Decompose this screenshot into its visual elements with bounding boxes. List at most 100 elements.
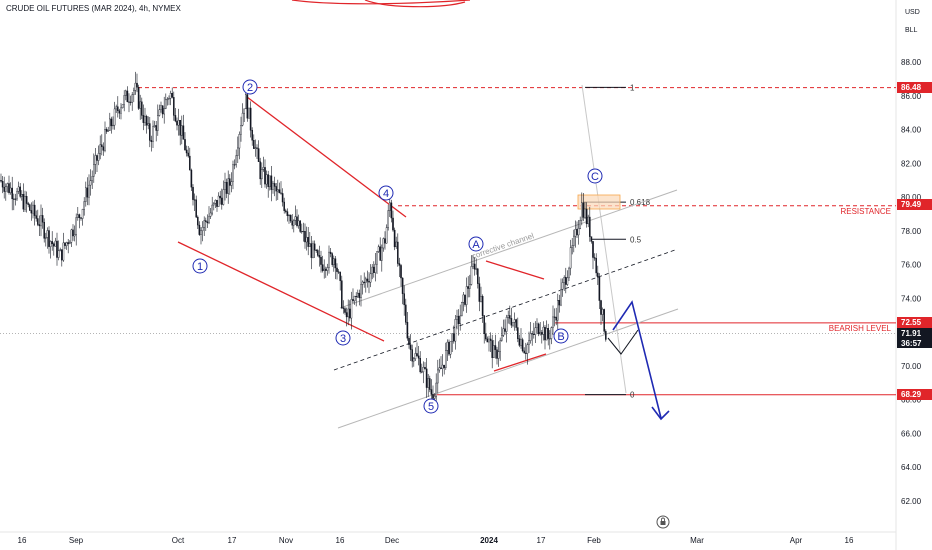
candle	[4, 183, 7, 201]
candle	[163, 96, 166, 124]
candle	[270, 166, 273, 202]
y-tick-label: 64.00	[901, 463, 922, 472]
candle	[21, 190, 23, 201]
candle	[552, 305, 554, 336]
candle	[278, 182, 281, 194]
candle	[304, 223, 306, 249]
candle	[360, 275, 362, 307]
candle	[595, 253, 597, 277]
candle	[257, 140, 260, 162]
candle	[193, 193, 196, 211]
wave-b-marker[interactable]: B	[553, 328, 569, 344]
candle	[176, 117, 178, 131]
impulse-trendlines[interactable]	[177, 96, 547, 372]
x-tick-label: 16	[845, 536, 854, 545]
candle	[65, 241, 68, 250]
candle	[515, 318, 517, 331]
candle	[168, 95, 170, 106]
wave-c-marker[interactable]: C	[587, 168, 603, 184]
candle	[136, 73, 138, 93]
wave-2-marker[interactable]: 2	[242, 79, 258, 95]
price-badge-68-29: 68.29	[897, 389, 932, 400]
candle	[153, 120, 156, 128]
candle	[467, 276, 470, 298]
wave-4-marker[interactable]: 4	[378, 185, 394, 201]
candle	[187, 145, 190, 158]
candle	[390, 199, 393, 223]
candle	[541, 329, 543, 344]
wave-1-marker[interactable]: 1	[192, 258, 208, 274]
candle	[481, 294, 484, 323]
y-tick-label: 66.00	[901, 429, 922, 438]
candle	[419, 351, 422, 374]
candle	[84, 181, 87, 207]
candle	[573, 229, 575, 253]
candle	[277, 179, 279, 200]
candle	[152, 120, 154, 149]
candle	[88, 174, 90, 206]
candle	[0, 173, 2, 183]
candle	[11, 176, 14, 211]
candle	[302, 222, 305, 242]
price-badge-86-48: 86.48	[897, 82, 932, 93]
candle	[67, 238, 69, 254]
candle	[142, 104, 145, 131]
fib-zone-box[interactable]	[577, 194, 621, 210]
candle	[566, 270, 569, 286]
candle	[38, 215, 41, 237]
candle	[172, 91, 175, 121]
candle	[171, 87, 174, 99]
candle	[512, 322, 514, 328]
candle	[320, 250, 322, 273]
candle	[379, 237, 382, 261]
candle	[453, 325, 455, 344]
candle	[478, 276, 481, 312]
candle	[169, 90, 172, 106]
candle	[571, 237, 573, 255]
candle	[124, 89, 127, 101]
unit-label[interactable]: BLL	[905, 27, 918, 34]
candle	[539, 322, 541, 336]
chart-pane[interactable]	[0, 0, 896, 532]
candle	[325, 266, 327, 278]
candle	[273, 176, 276, 197]
corrective-channel[interactable]	[333, 189, 679, 429]
wave-a-marker[interactable]: A	[468, 236, 484, 252]
y-tick-label: 80.00	[901, 193, 922, 202]
candle	[352, 288, 354, 304]
candle	[357, 289, 359, 299]
candle	[417, 346, 420, 366]
candle	[252, 134, 255, 149]
chart-title: CRUDE OIL FUTURES (MAR 2024), 4h, NYMEX	[6, 4, 182, 13]
candle	[264, 159, 266, 188]
candle	[589, 206, 591, 242]
candle	[267, 170, 270, 198]
replay-icon[interactable]	[656, 515, 670, 529]
candle	[429, 375, 431, 393]
candle	[502, 319, 505, 337]
candle	[333, 255, 335, 272]
svg-text:79.49: 79.49	[901, 200, 922, 209]
candle	[542, 321, 545, 341]
candle	[188, 147, 191, 171]
candle	[91, 170, 93, 190]
candle	[536, 318, 538, 334]
candle	[582, 192, 585, 222]
candle	[601, 307, 604, 322]
candle	[81, 208, 84, 226]
candle	[107, 126, 109, 132]
candle	[533, 322, 535, 339]
candle	[528, 331, 530, 354]
wave-5-marker[interactable]: 5	[423, 398, 439, 414]
candle	[14, 193, 17, 206]
wave-3-marker[interactable]: 3	[335, 330, 351, 346]
candle	[547, 323, 549, 346]
candle	[438, 358, 441, 373]
candle	[365, 276, 367, 293]
candle	[445, 342, 447, 370]
candle	[371, 264, 374, 280]
currency-label[interactable]: USD	[905, 9, 920, 16]
candle	[329, 247, 332, 258]
bearish-projection[interactable]	[607, 300, 670, 421]
